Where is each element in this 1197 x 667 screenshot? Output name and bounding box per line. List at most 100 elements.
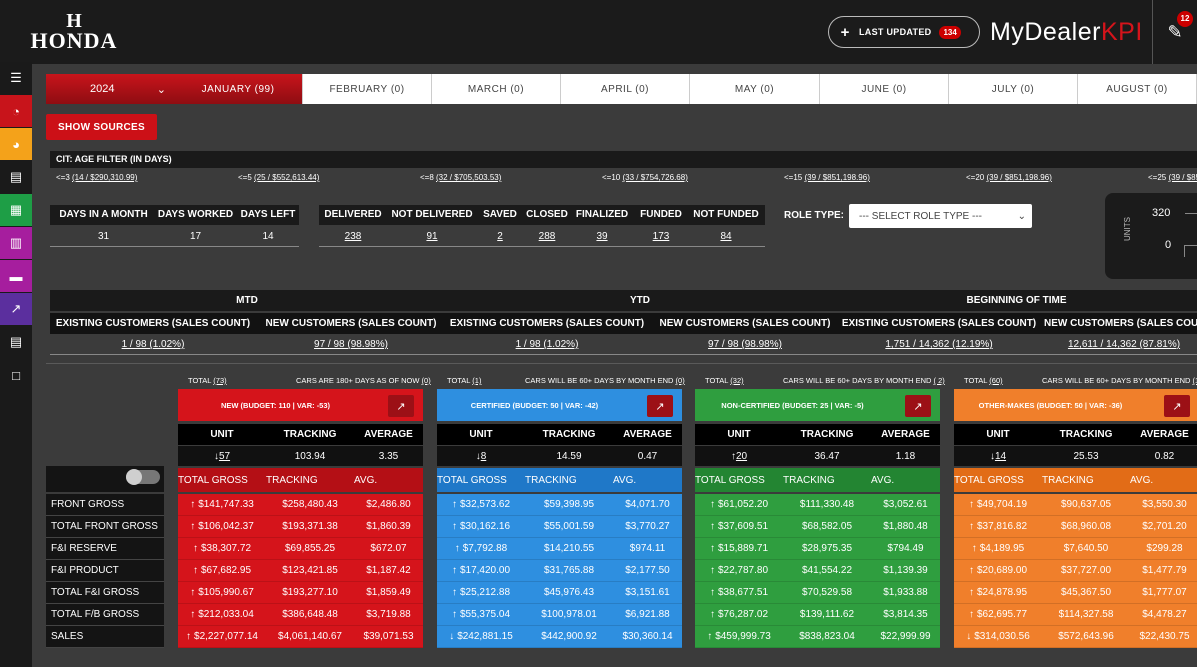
- age-filter-link[interactable]: (33 / $754,726.68): [622, 173, 688, 182]
- deals-value-link[interactable]: 39: [596, 231, 608, 242]
- card-title: OTHER-MAKES (BUDGET: 50 | VAR: -36): [954, 389, 1197, 421]
- card-total-link[interactable]: (60): [989, 376, 1003, 385]
- tab-month-1[interactable]: FEBRUARY (0): [303, 74, 432, 104]
- tab-month-2[interactable]: MARCH (0): [432, 74, 561, 104]
- tab-month-4[interactable]: MAY (0): [690, 74, 820, 104]
- card-gross-header: TOTAL GROSS: [178, 474, 248, 486]
- card-unit[interactable]: ↓57: [178, 451, 266, 462]
- tab-month-3[interactable]: APRIL (0): [561, 74, 690, 104]
- card-aged-link[interactable]: (0): [675, 376, 685, 385]
- card-gross-header: TRACKING: [525, 474, 577, 486]
- deals-value-link[interactable]: 84: [720, 231, 732, 242]
- age-filter-item[interactable]: <=25 (39 / $851,198.96): [1148, 173, 1197, 182]
- sidebar-item-card[interactable]: ▬: [0, 260, 32, 292]
- row-label: TOTAL F&I GROSS: [46, 582, 164, 604]
- deals-header: NOT DELIVERED: [391, 209, 473, 220]
- customers-value-link[interactable]: 97 / 98 (98.98%): [314, 339, 388, 350]
- arrow-up-icon: ↑: [707, 631, 713, 642]
- last-updated-button[interactable]: + LAST UPDATED 134: [828, 16, 980, 48]
- card-aged-link[interactable]: (1): [1192, 376, 1197, 385]
- card-column-header-row: UNIT TRACKING AVERAGE: [437, 424, 682, 445]
- age-filter-item[interactable]: <=10 (33 / $754,726.68): [602, 173, 688, 182]
- view-toggle[interactable]: [126, 469, 160, 485]
- card-total-link[interactable]: (32): [730, 376, 744, 385]
- card-total-link[interactable]: (73): [213, 376, 227, 385]
- deals-value-link[interactable]: 2: [497, 231, 503, 242]
- age-filter-link[interactable]: (25 / $552,613.44): [254, 173, 320, 182]
- age-filter-item[interactable]: <=15 (39 / $851,198.96): [784, 173, 870, 182]
- customers-value-link[interactable]: 12,611 / 14,362 (87.81%): [1067, 339, 1181, 350]
- chart-button[interactable]: ↗: [647, 395, 673, 417]
- age-filter-link[interactable]: (32 / $705,503.53): [436, 173, 502, 182]
- card-gross-tracking: $59,398.95: [543, 499, 595, 510]
- age-filter-link[interactable]: (39 / $851,198.96): [804, 173, 870, 182]
- card-unit[interactable]: ↑20: [695, 451, 783, 462]
- age-filter-item[interactable]: <=3 (14 / $290,310.99): [56, 173, 137, 182]
- show-sources-button[interactable]: SHOW SOURCES: [46, 114, 157, 140]
- card-gross-header: TRACKING: [266, 474, 318, 486]
- age-filter-link[interactable]: (39 / $851,198.96): [986, 173, 1052, 182]
- card-aged-link[interactable]: (0): [421, 376, 431, 385]
- age-filter-item[interactable]: <=5 (25 / $552,613.44): [238, 173, 319, 182]
- sidebar-item-grid[interactable]: ▥: [0, 227, 32, 259]
- card-unit-row: ↑20 36.47 1.18: [695, 446, 940, 466]
- chart-line-icon: ↗: [396, 400, 406, 413]
- age-filter-link[interactable]: (14 / $290,310.99): [72, 173, 138, 182]
- sidebar-item-chart-line[interactable]: ↗: [0, 293, 32, 325]
- sidebar-item-list[interactable]: ▤: [0, 161, 32, 193]
- deals-value-link[interactable]: 288: [538, 231, 556, 242]
- tab-month-0[interactable]: JANUARY (99): [174, 74, 303, 104]
- year-select[interactable]: 2024 ⌄: [46, 74, 174, 104]
- chart-button[interactable]: ↗: [388, 395, 414, 417]
- age-filter-item[interactable]: <=8 (32 / $705,503.53): [420, 173, 501, 182]
- customers-value-link[interactable]: 1 / 98 (1.02%): [515, 339, 579, 350]
- card-gross-total-value: $314,030.56: [974, 631, 1030, 642]
- honda-logo[interactable]: H HONDA: [6, 11, 142, 52]
- customers-divider: [50, 354, 1197, 355]
- sidebar-item-document[interactable]: □: [0, 359, 32, 391]
- tab-month-6[interactable]: JULY (0): [949, 74, 1078, 104]
- arrow-up-icon: ↑: [968, 521, 974, 532]
- card-unit-link[interactable]: 8: [480, 450, 487, 462]
- age-filter-item[interactable]: <=20 (39 / $851,198.96): [966, 173, 1052, 182]
- customers-value-link[interactable]: 1 / 98 (1.02%): [121, 339, 185, 350]
- arrow-up-icon: ↑: [192, 565, 198, 576]
- deals-value-link[interactable]: 173: [652, 231, 670, 242]
- card-gross-average: $3,770.27: [625, 521, 670, 532]
- product-name-a: MyDealer: [990, 18, 1101, 46]
- customers-value-link[interactable]: 1,751 / 14,362 (12.19%): [885, 339, 993, 350]
- deals-value-link[interactable]: 238: [344, 231, 362, 242]
- customers-value-link[interactable]: 97 / 98 (98.98%): [708, 339, 782, 350]
- sidebar-item-table[interactable]: ▦: [0, 194, 32, 226]
- units-tick-high: 320: [1152, 207, 1171, 219]
- sidebar-item-gauge[interactable]: ◕: [0, 128, 32, 160]
- card-unit-link[interactable]: 14: [994, 450, 1007, 462]
- card-gross-row: ↑ $141,747.33 $258,480.43 $2,486.80: [178, 494, 423, 516]
- deals-value-link[interactable]: 91: [426, 231, 438, 242]
- arrow-up-icon: ↑: [451, 499, 457, 510]
- tab-month-7[interactable]: AUGUST (0): [1078, 74, 1197, 104]
- card-unit[interactable]: ↓8: [437, 451, 525, 462]
- arrow-up-icon: ↑: [451, 565, 457, 576]
- card-aged-link[interactable]: ( 2): [933, 376, 945, 385]
- card-gross-row: ↑ $24,878.95 $45,367.50 $1,777.07: [954, 582, 1197, 604]
- notifications-button[interactable]: ✎ 12: [1152, 0, 1197, 64]
- card-gross-tracking: $442,900.92: [541, 631, 597, 642]
- card-gross-total: ↑ $22,787.80: [695, 565, 783, 576]
- card-total-link[interactable]: (1): [472, 376, 482, 385]
- card-unit-link[interactable]: 57: [218, 450, 231, 462]
- sidebar-item-speedometer[interactable]: ◔: [0, 95, 32, 127]
- sidebar-item-list-alt[interactable]: ▤: [0, 326, 32, 358]
- card-column-header: TRACKING: [283, 429, 337, 440]
- deals-divider: [319, 246, 765, 247]
- chart-button[interactable]: ↗: [1164, 395, 1190, 417]
- tab-month-5[interactable]: JUNE (0): [820, 74, 949, 104]
- card-unit-link[interactable]: 20: [735, 450, 748, 462]
- card-unit[interactable]: ↓14: [954, 451, 1042, 462]
- card-gross-tracking: $28,975.35: [801, 543, 853, 554]
- role-type-select[interactable]: --- SELECT ROLE TYPE --- ⌄: [849, 204, 1032, 228]
- sidebar-item-menu[interactable]: ☰: [0, 62, 32, 94]
- chart-button[interactable]: ↗: [905, 395, 931, 417]
- age-filter-link[interactable]: (39 / $851,198.96): [1168, 173, 1197, 182]
- card-gross-tracking: $111,330.48: [799, 499, 855, 510]
